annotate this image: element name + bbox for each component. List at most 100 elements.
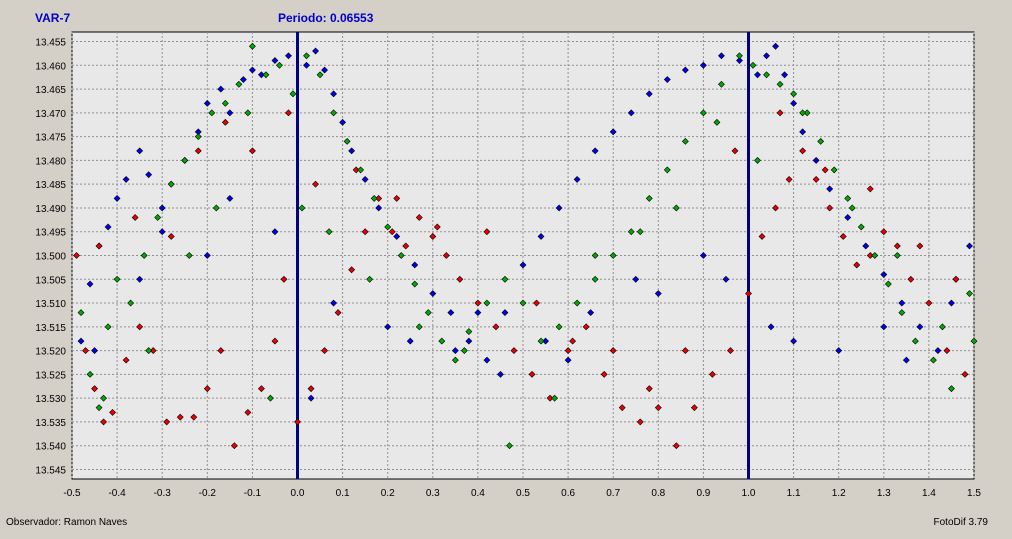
data-point	[609, 128, 617, 136]
data-point	[713, 118, 721, 126]
data-point	[330, 109, 338, 117]
data-point	[844, 195, 852, 202]
data-point	[551, 394, 558, 402]
x-tick-label: 0.9	[696, 488, 710, 499]
data-point	[285, 52, 292, 60]
data-point	[812, 175, 820, 183]
data-point	[699, 252, 707, 259]
data-point	[230, 442, 238, 450]
data-point	[131, 214, 139, 221]
data-point	[645, 385, 653, 393]
data-point	[758, 233, 766, 240]
data-point	[952, 275, 960, 283]
data-point	[812, 156, 820, 164]
data-point	[483, 299, 491, 307]
data-point	[943, 347, 951, 355]
data-point	[217, 85, 225, 93]
data-point	[569, 337, 577, 345]
data-point	[961, 370, 969, 378]
data-point	[316, 71, 324, 79]
data-point	[158, 228, 166, 236]
data-point	[181, 156, 189, 164]
data-point	[497, 370, 504, 378]
data-point	[564, 356, 572, 364]
data-point	[352, 166, 360, 174]
data-point	[880, 271, 888, 278]
data-point	[158, 204, 166, 212]
data-point	[82, 347, 89, 355]
light-curve-chart: 13.455 13.460 13.465 13.470 13.475 13.480 13.4…	[35, 31, 981, 499]
data-point	[916, 323, 924, 331]
data-point	[722, 275, 730, 283]
y-tick-label: 13.505	[35, 275, 66, 286]
data-point	[528, 370, 536, 378]
data-point	[893, 252, 901, 259]
data-point	[609, 347, 617, 355]
data-point	[307, 394, 315, 402]
data-point	[77, 337, 85, 345]
x-tick-label: 0.3	[426, 488, 440, 499]
x-axis-tick-labels: -0.5 -0.4 -0.3 -0.2 -0.1 0.0 0.1 0.2 0.3 0.4 0.5 0.…	[63, 488, 981, 499]
data-point	[402, 242, 410, 250]
data-point	[880, 228, 888, 236]
data-point	[582, 323, 590, 331]
data-point	[235, 80, 243, 88]
data-point	[790, 99, 798, 107]
data-point	[654, 404, 662, 412]
data-point	[100, 418, 107, 426]
data-point	[361, 228, 369, 236]
data-point	[321, 66, 328, 74]
data-point	[483, 356, 491, 364]
data-point	[772, 42, 779, 50]
data-point	[672, 204, 680, 212]
data-point	[591, 252, 599, 259]
data-point	[799, 147, 807, 155]
data-point	[203, 252, 211, 259]
data-point	[221, 99, 229, 107]
data-point	[785, 175, 793, 183]
data-point	[749, 61, 757, 69]
data-point	[357, 166, 365, 174]
x-tick-label: 0.5	[516, 488, 530, 499]
x-tick-label: 1.1	[787, 488, 801, 499]
x-tick-label: 0.7	[606, 488, 620, 499]
data-point	[325, 228, 333, 236]
data-point	[109, 409, 117, 416]
data-point	[163, 418, 171, 426]
data-point	[681, 347, 689, 355]
data-point	[113, 275, 121, 283]
y-tick-label: 13.485	[35, 180, 66, 191]
data-point	[145, 347, 153, 355]
data-point	[939, 323, 946, 331]
data-point	[907, 275, 915, 283]
data-point	[645, 90, 653, 98]
data-point	[91, 347, 98, 355]
data-point	[893, 242, 901, 250]
data-point	[835, 347, 843, 355]
data-point	[294, 418, 301, 426]
data-point	[555, 323, 563, 331]
y-tick-label: 13.540	[35, 442, 66, 453]
data-point	[745, 290, 752, 297]
data-point	[483, 228, 491, 236]
data-point	[303, 61, 310, 69]
data-point	[618, 404, 626, 412]
data-point	[839, 233, 847, 240]
data-point	[185, 252, 193, 259]
data-point	[970, 337, 978, 345]
data-point	[776, 80, 784, 88]
data-point	[672, 442, 680, 450]
data-point	[821, 166, 829, 174]
data-point	[718, 80, 725, 88]
data-point	[257, 385, 265, 393]
data-point	[763, 71, 770, 79]
data-point	[95, 404, 103, 412]
data-point	[271, 228, 279, 236]
data-point	[194, 147, 202, 155]
data-point	[406, 337, 414, 345]
data-point	[501, 309, 509, 316]
data-point	[203, 385, 211, 393]
software-label: FotoDif 3.79	[933, 517, 988, 528]
data-point	[510, 347, 518, 355]
